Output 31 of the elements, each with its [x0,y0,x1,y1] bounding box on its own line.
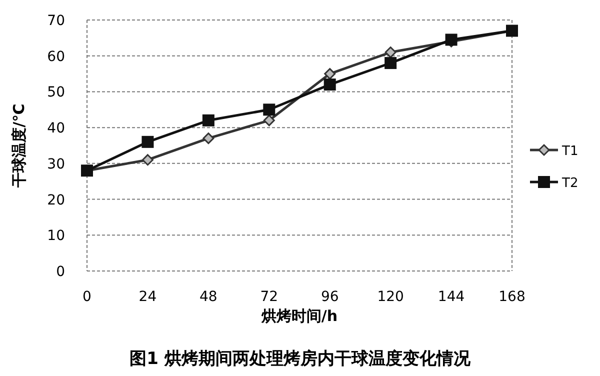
x-tick-label: 0 [82,289,92,305]
y-tick-label: 0 [56,264,65,280]
text: 图1 烘烤期间两处理烤房内干球温度变化情况 [130,349,472,369]
y-tick-label: 30 [47,156,65,172]
x-tick-label: 72 [260,289,278,305]
x-tick-label: 144 [438,289,465,305]
point [384,57,397,70]
point [263,104,276,116]
y-tick-label: 40 [47,120,65,137]
y-tick-label: 10 [47,228,65,244]
point [142,154,154,166]
y-axis-title: 干球温度/℃ [10,104,28,188]
point [384,46,396,58]
y-tick-label: 50 [47,84,65,101]
x-axis-title: 烘烤时间/h [260,307,338,325]
point [202,114,214,126]
y-tick-label: 70 [47,13,65,29]
x-tick-label: 168 [498,289,526,305]
point [324,78,336,91]
point [202,132,214,144]
point [324,68,336,80]
y-tick-label: 20 [47,192,65,208]
point [263,114,275,126]
x-tick-label: 48 [200,289,218,305]
x-tick-label: 24 [138,289,157,305]
y-tick-label: 60 [47,48,65,65]
legend-label: T1 [561,144,578,159]
x-tick-label: 96 [320,289,339,305]
legend-label: T2 [561,176,578,191]
x-tick-label: 120 [377,289,404,305]
point [142,136,154,148]
